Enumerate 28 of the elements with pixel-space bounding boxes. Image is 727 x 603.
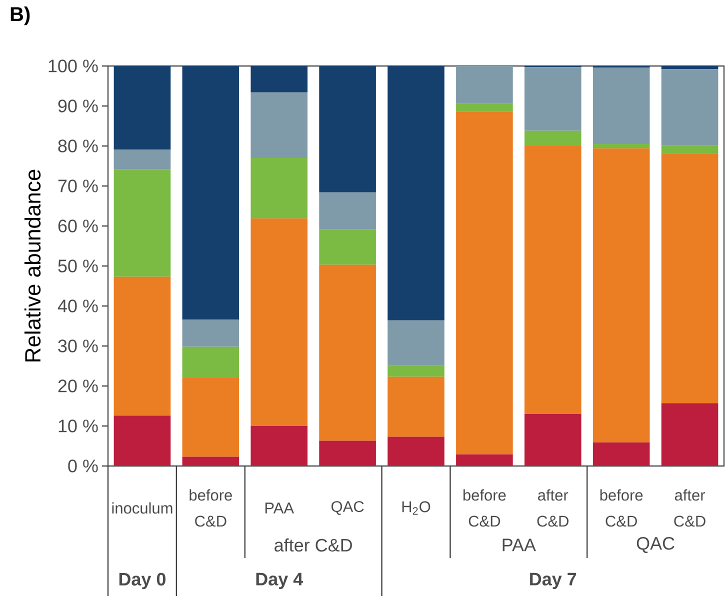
- y-tick-label: 50 %: [58, 260, 98, 272]
- text: Day 7: [530, 572, 576, 590]
- y-tick-label: 0 %: [68, 460, 98, 472]
- x-tick-label: after C&D: [674, 489, 706, 527]
- x-tick-label: before C&D: [190, 489, 232, 527]
- x-tick-label: QAC: [332, 501, 364, 515]
- x-tick-label: PAA: [265, 502, 294, 514]
- x-tick-label: H$_{2}$O: [402, 501, 430, 515]
- y-tick-label: 40 %: [58, 300, 98, 312]
- chart-title: B): [10, 6, 30, 26]
- x-tick-label: after C&D: [537, 489, 569, 527]
- y-tick-label: 100 %: [48, 60, 98, 72]
- text: Day 0: [119, 572, 166, 590]
- x-tick-label: before C&D: [600, 489, 643, 527]
- y-tick-label: 70 %: [58, 180, 98, 192]
- y-tick-label: 80 %: [58, 140, 98, 152]
- x-tick-label: inoculum: [112, 502, 172, 514]
- y-tick-label: 60 %: [58, 220, 98, 232]
- y-tick-label: 30 %: [58, 340, 98, 352]
- text: after C&D: [274, 538, 352, 552]
- y-tick-label: 10 %: [58, 420, 98, 432]
- text: QAC: [636, 537, 674, 553]
- text: PAA: [502, 538, 536, 552]
- y-tick-label: 20 %: [58, 380, 98, 392]
- y-axis-title: Relative abundance: [24, 170, 41, 362]
- y-tick-label: 90 %: [58, 100, 98, 112]
- x-tick-label: before C&D: [463, 489, 506, 527]
- text: Day 4: [256, 572, 304, 590]
